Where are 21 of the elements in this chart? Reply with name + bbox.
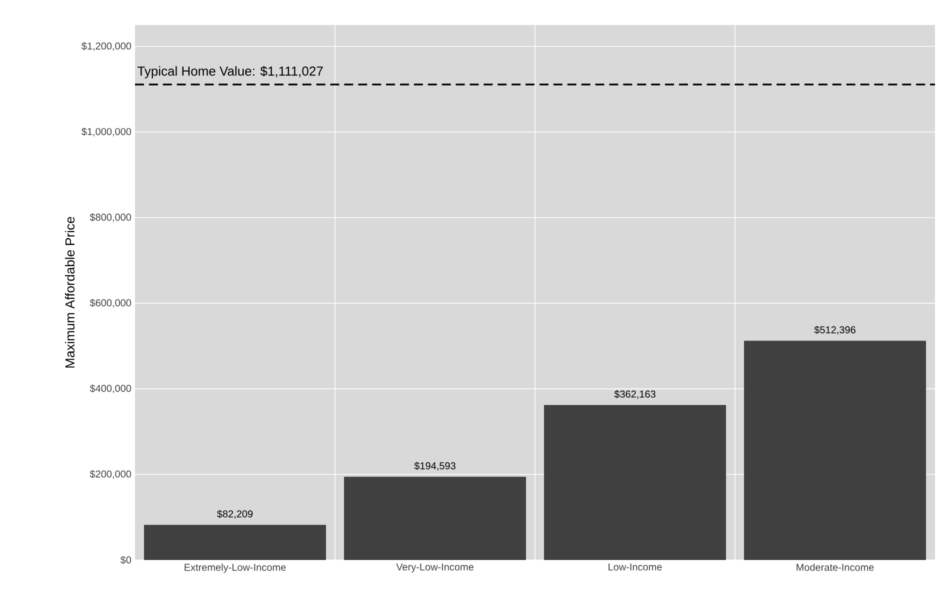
y-tick-label: $1,200,000 xyxy=(82,42,132,51)
y-tick-label: $600,000 xyxy=(90,298,132,308)
bar xyxy=(344,476,526,560)
bar xyxy=(744,340,926,560)
data-label: $194,593 xyxy=(414,462,456,471)
ref-line-label: Typical Home Value: $1,111,027 xyxy=(137,66,323,78)
x-tick-label: Low-Income xyxy=(608,564,662,571)
y-tick-label: $400,000 xyxy=(90,384,132,394)
y-tick-label: $800,000 xyxy=(90,213,132,222)
x-tick-label: Extremely-Low-Income xyxy=(184,564,286,573)
data-label: $362,163 xyxy=(614,390,656,399)
x-tick-label: Moderate-Income xyxy=(796,564,874,571)
y-tick-label: $200,000 xyxy=(90,470,132,479)
x-tick-label: Very-Low-Income xyxy=(396,564,474,572)
bar xyxy=(544,404,726,560)
y-tick-label: $1,000,000 xyxy=(82,128,132,136)
data-label: $82,209 xyxy=(217,510,253,519)
y-tick-label: $0 xyxy=(120,556,132,564)
y-axis-title: Maximum Affordable Price xyxy=(65,216,75,368)
data-label: $512,396 xyxy=(814,326,856,335)
bar xyxy=(144,524,326,560)
